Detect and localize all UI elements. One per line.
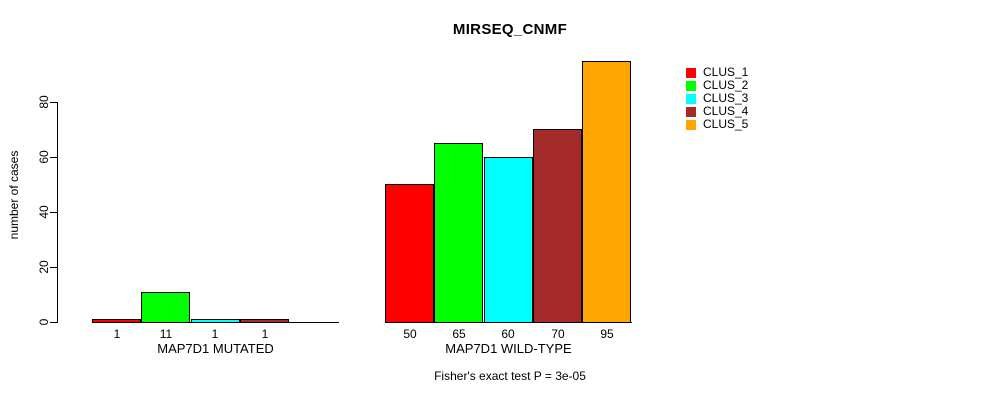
bar-value-label: 95 xyxy=(600,327,614,341)
legend-row: CLUS_1 xyxy=(686,66,748,79)
bar-clus_2 xyxy=(141,292,190,323)
legend: CLUS_1 CLUS_2 CLUS_3 CLUS_4 CLUS_5 xyxy=(686,66,748,131)
legend-swatch-clus_5 xyxy=(686,119,696,130)
legend-row: CLUS_5 xyxy=(686,118,748,131)
legend-row: CLUS_2 xyxy=(686,79,748,92)
bar-clus_4 xyxy=(533,129,582,323)
y-axis-tick xyxy=(50,212,57,213)
legend-label: CLUS_3 xyxy=(703,91,749,105)
bar-clus_1 xyxy=(385,184,434,323)
x-axis-label-wild-type: MAP7D1 WILD-TYPE xyxy=(445,341,572,356)
legend-swatch-clus_3 xyxy=(686,93,696,104)
chart-title: MIRSEQ_CNMF xyxy=(452,21,568,38)
bar-clus_3 xyxy=(191,319,240,323)
y-axis-tick xyxy=(50,157,57,158)
y-axis-tick-label: 60 xyxy=(37,150,51,164)
legend-label: CLUS_2 xyxy=(703,78,749,92)
bar-value-label: 1 xyxy=(261,327,269,341)
bar-value-label: 11 xyxy=(159,327,173,341)
bar-clus_1 xyxy=(92,319,141,323)
legend-label: CLUS_5 xyxy=(703,117,749,131)
y-axis-tick xyxy=(50,267,57,268)
bar-value-label: 50 xyxy=(403,327,417,341)
y-axis-tick-label: 20 xyxy=(37,260,51,274)
y-axis-label: number of cases xyxy=(7,150,21,240)
legend-swatch-clus_4 xyxy=(686,106,696,117)
y-axis-tick-label: 80 xyxy=(37,95,51,109)
pvalue-caption: Fisher's exact test P = 3e-05 xyxy=(434,369,586,383)
legend-swatch-clus_2 xyxy=(686,80,696,91)
legend-swatch-clus_1 xyxy=(686,67,696,78)
x-axis-label-mutated: MAP7D1 MUTATED xyxy=(157,341,274,356)
bar-clus_4 xyxy=(240,319,289,323)
legend-label: CLUS_4 xyxy=(703,104,749,118)
legend-label: CLUS_1 xyxy=(703,65,749,79)
y-axis-tick-label: 40 xyxy=(37,205,51,219)
bar-value-label: 65 xyxy=(452,327,466,341)
bar-value-label: 1 xyxy=(211,327,219,341)
bar-value-label: 70 xyxy=(551,327,565,341)
bar-clus_2 xyxy=(434,143,483,323)
bar-clus_5 xyxy=(582,61,631,323)
bar-clus_3 xyxy=(484,157,533,323)
legend-row: CLUS_4 xyxy=(686,105,748,118)
y-axis-tick-label: 0 xyxy=(37,318,51,326)
legend-row: CLUS_3 xyxy=(686,92,748,105)
y-axis-tick xyxy=(50,322,57,323)
bar-value-label: 1 xyxy=(113,327,121,341)
bar-value-label: 60 xyxy=(501,327,515,341)
y-axis-tick xyxy=(50,102,57,103)
y-axis-line xyxy=(57,102,58,323)
